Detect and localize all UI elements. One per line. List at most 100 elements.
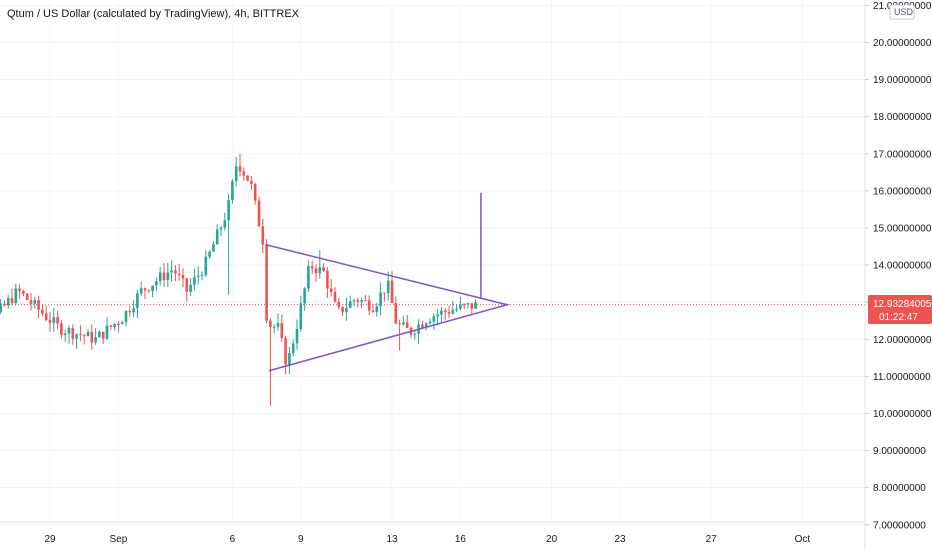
price-axis-ticks: 21.0000000020.0000000019.0000000018.0000… [865, 1, 932, 531]
candle-body [459, 304, 462, 309]
candle [345, 297, 348, 321]
candle-body [166, 272, 170, 281]
candle-body [402, 322, 405, 325]
candle [322, 263, 325, 272]
candle [326, 267, 329, 299]
candle [242, 167, 246, 181]
currency-unit-badge[interactable]: USD [889, 4, 915, 20]
triangle-pattern[interactable] [265, 243, 511, 372]
candle [124, 310, 128, 327]
candle-body [204, 256, 208, 276]
candle-body [136, 293, 139, 309]
candle-body [352, 300, 356, 302]
candle-body [37, 300, 40, 310]
candle [185, 277, 189, 302]
candle [212, 241, 215, 252]
time-tick-label: 9 [298, 534, 304, 545]
price-tick-label: 14.00000000 [873, 261, 932, 272]
candle [337, 298, 341, 310]
time-tick-label: Oct [795, 534, 811, 545]
time-tick-label: 29 [44, 534, 56, 545]
candle [318, 250, 322, 279]
candle [436, 309, 439, 326]
candle-body [257, 200, 261, 227]
candle [37, 295, 40, 319]
candle [386, 271, 390, 301]
candle-body [41, 309, 44, 314]
candle [162, 263, 166, 287]
candle-body [276, 323, 280, 327]
candle-body [326, 271, 329, 289]
candle [451, 300, 455, 315]
candle [352, 298, 356, 307]
candle-body [375, 306, 379, 312]
candle-body [98, 331, 101, 338]
candle [14, 283, 18, 306]
candle-body [212, 244, 215, 252]
candle [177, 264, 181, 281]
candle [295, 319, 299, 350]
price-axis-background [865, 0, 932, 550]
candle [82, 333, 86, 345]
candle [3, 300, 6, 307]
candle-body [242, 171, 246, 176]
candle [299, 295, 303, 332]
candle-body [189, 284, 192, 292]
candle-body [451, 309, 455, 314]
candle [360, 297, 363, 308]
candle-body [200, 275, 204, 277]
candle-body [71, 328, 75, 339]
candle [257, 196, 261, 227]
candle [307, 259, 310, 292]
candle-body [113, 323, 116, 327]
candle-body [284, 337, 287, 365]
time-tick-label: 20 [546, 534, 558, 545]
candle-body [52, 317, 56, 323]
price-label-background [868, 295, 932, 324]
price-tick-label: 10.00000000 [873, 409, 932, 420]
candle-body [356, 300, 360, 302]
candle-body [82, 335, 86, 337]
candle-body [208, 251, 211, 257]
price-tick-label: 7.00000000 [873, 520, 926, 531]
candle [402, 316, 405, 326]
candle [193, 268, 196, 291]
candle-body [227, 200, 230, 221]
candle-body [128, 311, 132, 313]
candle [405, 314, 409, 328]
candle-body [322, 267, 325, 272]
candle [174, 265, 177, 281]
candle [367, 295, 371, 316]
candle [272, 324, 276, 334]
candle-body [75, 334, 78, 339]
candle-body [383, 292, 386, 294]
time-tick-label: 23 [614, 534, 626, 545]
candle-body [90, 331, 94, 343]
price-tick-label: 20.00000000 [873, 38, 932, 49]
candle [276, 313, 280, 331]
candle [375, 303, 379, 317]
price-tick-label: 12.00000000 [873, 335, 932, 346]
candle-body [421, 324, 424, 328]
time-tick-label: 27 [706, 534, 718, 545]
time-tick-label: 13 [386, 534, 398, 545]
candle-body [455, 308, 458, 310]
candle [10, 288, 14, 306]
candle-body [253, 184, 257, 201]
candle [250, 175, 253, 190]
candle-body [345, 307, 348, 313]
candle [63, 329, 67, 343]
candle [181, 268, 185, 288]
candle-body [364, 300, 367, 302]
candle-body [56, 317, 59, 324]
price-tick-label: 19.00000000 [873, 75, 932, 86]
candle [364, 294, 367, 302]
candle [284, 335, 287, 375]
candle-body [25, 293, 29, 300]
last-price-value: 12.93284005 [873, 299, 932, 310]
candle [231, 179, 234, 204]
candle [56, 310, 59, 330]
candle [136, 289, 139, 318]
